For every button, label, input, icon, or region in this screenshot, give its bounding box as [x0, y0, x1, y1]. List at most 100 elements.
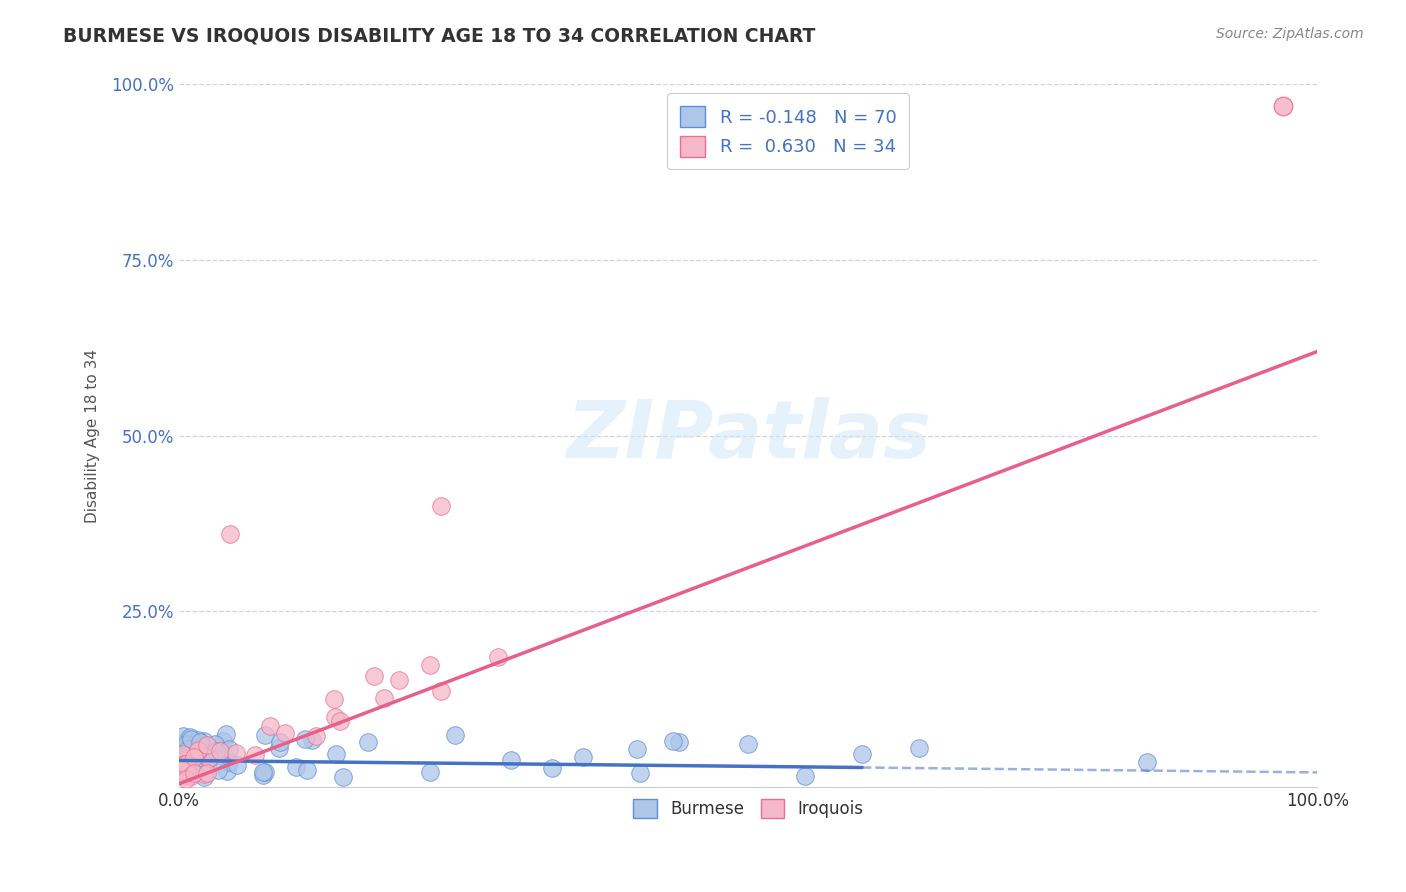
Point	[188, 735, 211, 749]
Point	[176, 766, 198, 780]
Point	[204, 737, 226, 751]
Point	[207, 764, 229, 778]
Point	[218, 756, 240, 770]
Point	[169, 754, 191, 768]
Point	[252, 768, 274, 782]
Point	[572, 749, 595, 764]
Point	[357, 735, 380, 749]
Point	[186, 739, 208, 754]
Point	[184, 734, 207, 748]
Point	[193, 770, 215, 784]
Point	[794, 769, 817, 783]
Point	[180, 736, 202, 750]
Point	[486, 649, 509, 664]
Point	[190, 747, 212, 762]
Point	[373, 691, 395, 706]
Point	[173, 769, 195, 783]
Point	[218, 742, 240, 756]
Point	[191, 759, 214, 773]
Point	[332, 770, 354, 784]
Point	[187, 743, 209, 757]
Point	[1136, 756, 1159, 770]
Point	[177, 751, 200, 765]
Point	[274, 726, 297, 740]
Point	[195, 766, 218, 780]
Point	[174, 757, 197, 772]
Point	[295, 764, 318, 778]
Point	[541, 761, 564, 775]
Point	[215, 727, 238, 741]
Point	[193, 767, 215, 781]
Point	[170, 763, 193, 777]
Point	[204, 744, 226, 758]
Point	[198, 751, 221, 765]
Point	[305, 729, 328, 743]
Point	[254, 764, 277, 779]
Point	[628, 765, 651, 780]
Point	[180, 769, 202, 783]
Text: BURMESE VS IROQUOIS DISABILITY AGE 18 TO 34 CORRELATION CHART: BURMESE VS IROQUOIS DISABILITY AGE 18 TO…	[63, 27, 815, 45]
Point	[294, 731, 316, 746]
Point	[187, 744, 209, 758]
Point	[181, 754, 204, 768]
Point	[180, 732, 202, 747]
Point	[187, 732, 209, 747]
Legend: Burmese, Iroquois: Burmese, Iroquois	[627, 792, 870, 824]
Point	[183, 750, 205, 764]
Point	[169, 748, 191, 763]
Point	[301, 733, 323, 747]
Point	[197, 756, 219, 771]
Point	[172, 729, 194, 743]
Point	[444, 728, 467, 742]
Point	[174, 737, 197, 751]
Point	[430, 683, 453, 698]
Point	[173, 749, 195, 764]
Point	[183, 734, 205, 748]
Text: Source: ZipAtlas.com: Source: ZipAtlas.com	[1216, 27, 1364, 41]
Point	[217, 764, 239, 779]
Point	[252, 764, 274, 779]
Point	[908, 741, 931, 756]
Point	[661, 733, 683, 747]
Point	[284, 760, 307, 774]
Point	[209, 749, 232, 764]
Point	[851, 747, 873, 761]
Point	[193, 733, 215, 747]
Point	[211, 733, 233, 747]
Point	[226, 757, 249, 772]
Point	[186, 751, 208, 765]
Point	[179, 730, 201, 744]
Point	[183, 766, 205, 780]
Point	[253, 727, 276, 741]
Point	[174, 772, 197, 786]
Point	[419, 764, 441, 779]
Point	[219, 527, 242, 541]
Point	[181, 756, 204, 770]
Point	[388, 673, 411, 687]
Point	[172, 759, 194, 773]
Point	[668, 735, 690, 749]
Point	[176, 739, 198, 753]
Point	[322, 691, 344, 706]
Point	[737, 737, 759, 751]
Point	[325, 747, 347, 761]
Y-axis label: Disability Age 18 to 34: Disability Age 18 to 34	[86, 349, 100, 523]
Point	[225, 746, 247, 760]
Point	[363, 669, 385, 683]
Point	[323, 710, 346, 724]
Point	[198, 751, 221, 765]
Point	[209, 744, 232, 758]
Point	[329, 714, 352, 728]
Point	[174, 752, 197, 766]
Point	[269, 740, 291, 755]
Point	[197, 738, 219, 752]
Point	[501, 753, 523, 767]
Point	[186, 762, 208, 776]
Point	[176, 733, 198, 747]
Point	[197, 750, 219, 764]
Point	[169, 764, 191, 778]
Point	[172, 747, 194, 762]
Point	[243, 747, 266, 762]
Point	[626, 742, 648, 756]
Point	[173, 757, 195, 772]
